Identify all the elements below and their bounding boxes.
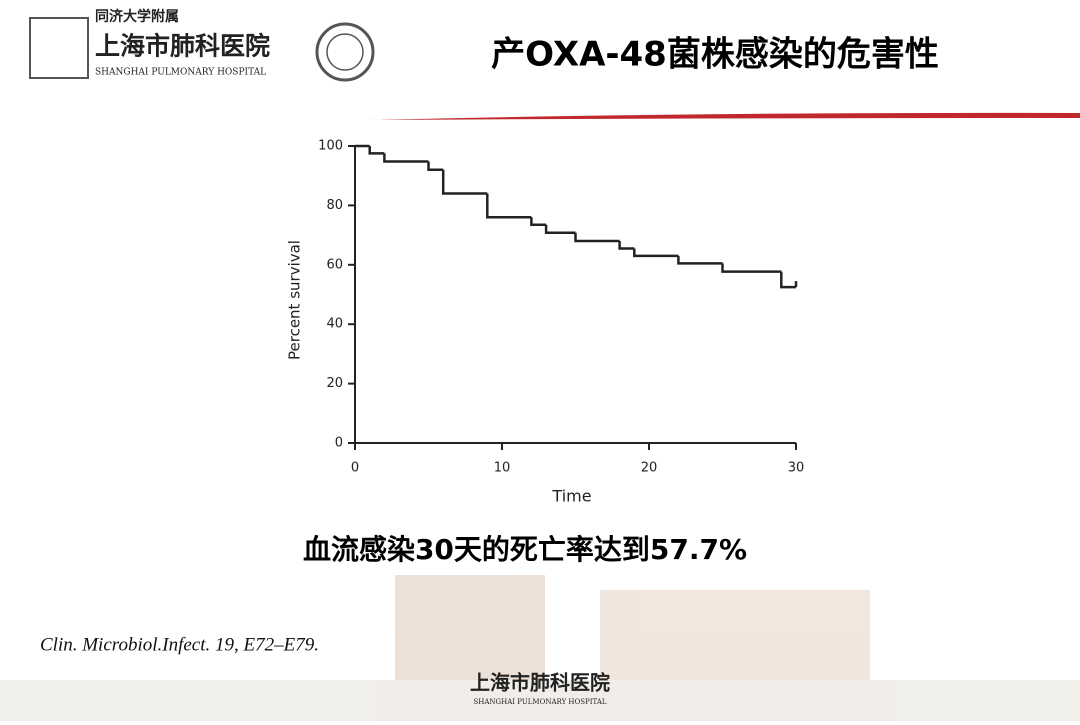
x-tick-label: 10 bbox=[494, 461, 511, 476]
survival-step bbox=[486, 193, 532, 219]
hospital-name-en: SHANGHAI PULMONARY HOSPITAL bbox=[95, 68, 266, 78]
x-tick-label: 20 bbox=[641, 461, 658, 476]
survival-step bbox=[780, 271, 796, 289]
affiliation: 同济大学附属 bbox=[95, 8, 179, 25]
hospital-name: 上海市肺科医院 bbox=[95, 32, 270, 61]
title-underline bbox=[370, 112, 1080, 120]
background-buildings bbox=[0, 575, 1080, 721]
survival-step bbox=[633, 248, 679, 258]
survival-step bbox=[721, 263, 782, 273]
y-tick-label: 60 bbox=[326, 257, 343, 272]
slide-title: 产OXA-48菌株感染的危害性 bbox=[491, 35, 939, 75]
survival-step bbox=[383, 153, 429, 163]
y-tick-label: 40 bbox=[326, 317, 343, 332]
y-axis-label: Percent survival bbox=[286, 240, 304, 360]
chart: Percent survival Time 0 20 40 60 80 100 0 10 20 3… bbox=[286, 139, 805, 506]
x-tick-label: 30 bbox=[788, 461, 805, 476]
survival-step bbox=[618, 241, 635, 250]
y-tick-label: 0 bbox=[335, 436, 343, 451]
y-tick-label: 20 bbox=[326, 376, 343, 391]
x-tick-label: 0 bbox=[351, 461, 359, 476]
footer-hospital: 上海市肺科医院 bbox=[470, 671, 610, 695]
survival-step bbox=[544, 224, 576, 234]
y-tick-label: 100 bbox=[318, 139, 343, 154]
survival-step bbox=[368, 146, 385, 155]
caption: 血流感染30天的死亡率达到57.7% bbox=[303, 533, 747, 566]
survival-step bbox=[441, 169, 488, 195]
y-tick-label: 80 bbox=[326, 198, 343, 213]
survival-step bbox=[427, 161, 444, 172]
logo bbox=[29, 17, 375, 82]
citation: Clin. Microbiol.Infect. 19, E72–E79. bbox=[40, 634, 319, 655]
survival-step bbox=[574, 232, 620, 243]
survival-step bbox=[677, 255, 723, 265]
footer-hospital-en: SHANGHAI PULMONARY HOSPITAL bbox=[473, 698, 606, 706]
x-axis-label: Time bbox=[551, 487, 591, 506]
survival-step bbox=[530, 217, 547, 226]
